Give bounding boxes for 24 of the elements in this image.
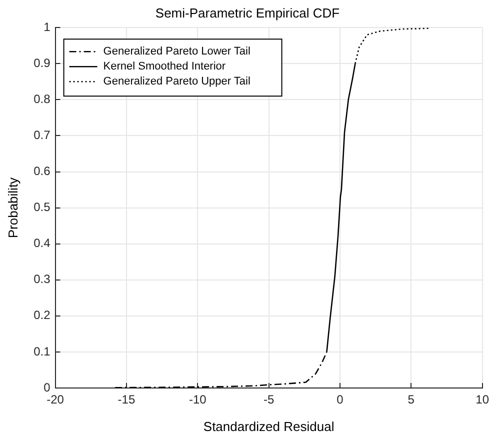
y-tick-label: 0.5 [34, 200, 51, 214]
y-tick-label: 0.7 [34, 128, 51, 142]
x-axis-title: Standardized Residual [203, 418, 334, 434]
x-tick-label: 10 [476, 392, 490, 407]
y-tick-label: 0.6 [34, 164, 51, 178]
y-tick-label: 0.8 [34, 92, 51, 106]
x-tick-label: -10 [188, 392, 207, 407]
legend-label: Generalized Pareto Lower Tail [103, 46, 250, 58]
x-tick-label: 5 [408, 392, 415, 407]
legend-label: Generalized Pareto Upper Tail [103, 76, 250, 88]
y-tick-label: 0.3 [34, 272, 51, 286]
x-tick-label: -20 [46, 392, 64, 407]
y-tick-label: 0.1 [34, 344, 51, 358]
chart-title: Semi-Parametric Empirical CDF [155, 5, 340, 20]
x-tick-label: -5 [263, 392, 274, 407]
y-tick-label: 0.9 [34, 56, 51, 70]
legend-label: Kernel Smoothed Interior [103, 60, 226, 73]
y-tick-label: 0 [44, 380, 51, 394]
x-tick-label: -15 [118, 392, 136, 407]
x-tick-label: 0 [336, 392, 344, 407]
y-axis-title: Probability [5, 176, 20, 238]
y-tick-label: 0.4 [34, 236, 51, 250]
y-tick-label: 0.2 [34, 308, 51, 322]
y-tick-label: 1 [44, 20, 51, 34]
